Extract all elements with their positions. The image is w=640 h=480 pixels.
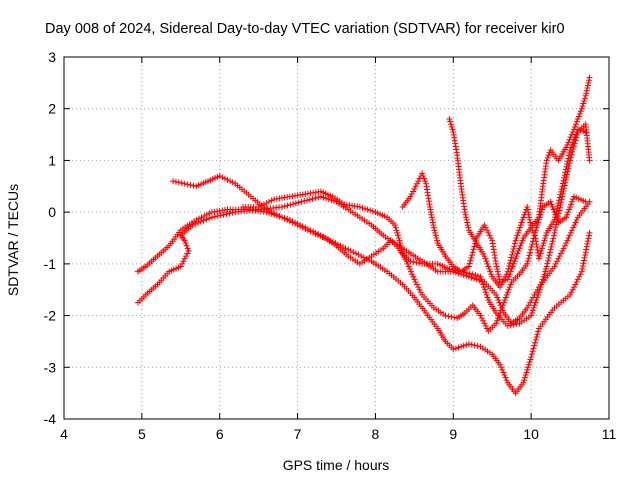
grid bbox=[64, 57, 609, 419]
series-3 bbox=[170, 172, 589, 335]
plot-frame bbox=[63, 56, 610, 420]
series-5 bbox=[399, 126, 589, 285]
x-tick-label: 5 bbox=[138, 426, 146, 442]
x-tick-label: 10 bbox=[523, 426, 539, 442]
y-tick-label: 1 bbox=[48, 152, 56, 168]
ticks: 4 5 6 7 8 9 10 11 -4 -3 -2 -1 0 1 2 3 bbox=[44, 49, 617, 442]
x-tick-label: 4 bbox=[60, 426, 68, 442]
x-axis-label: GPS time / hours bbox=[283, 457, 390, 473]
y-tick-label: 0 bbox=[48, 204, 56, 220]
x-tick-label: 6 bbox=[216, 426, 224, 442]
y-tick-label: 2 bbox=[48, 101, 56, 117]
data-marks bbox=[134, 74, 593, 397]
y-tick-label: -4 bbox=[44, 411, 57, 427]
series-2 bbox=[134, 193, 593, 327]
x-tick-label: 8 bbox=[372, 426, 380, 442]
series-1 bbox=[134, 206, 593, 397]
x-tick-label: 9 bbox=[449, 426, 457, 442]
series-4 bbox=[240, 121, 593, 329]
y-tick-label: -3 bbox=[44, 359, 57, 375]
series-marker-path bbox=[134, 206, 593, 397]
y-tick-label: -1 bbox=[44, 256, 57, 272]
series-marker-path bbox=[399, 126, 589, 285]
y-tick-label: 3 bbox=[48, 49, 56, 65]
chart-title: Day 008 of 2024, Sidereal Day-to-day VTE… bbox=[45, 21, 565, 37]
y-axis-label: SDTVAR / TECUs bbox=[5, 184, 21, 296]
y-tick-label: -2 bbox=[44, 308, 57, 324]
x-tick-label: 7 bbox=[294, 426, 302, 442]
x-tick-label: 11 bbox=[602, 426, 617, 442]
series-6 bbox=[446, 74, 593, 291]
